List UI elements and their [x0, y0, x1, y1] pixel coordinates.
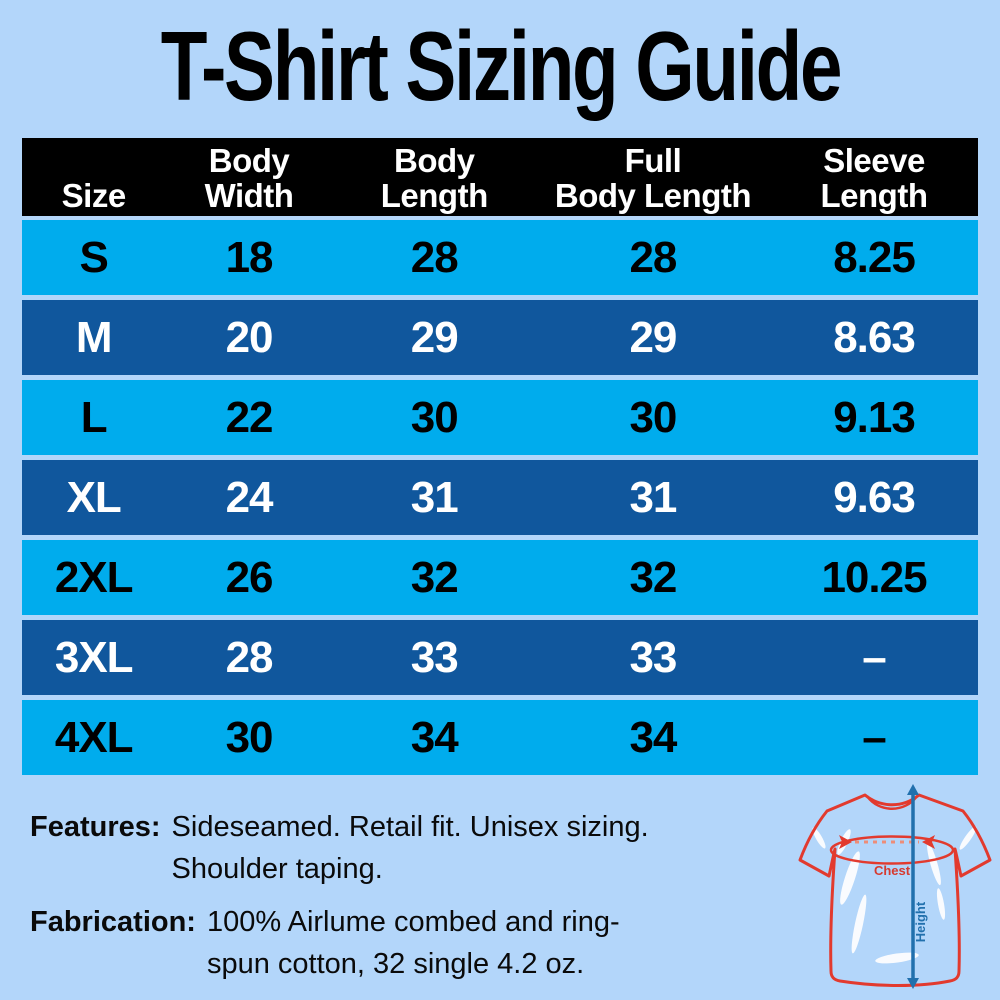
- sleeve-length-cell: 10.25: [821, 552, 927, 602]
- tshirt-measurement-diagram: Chest Height: [798, 784, 992, 989]
- header-sleeve-length-bottom: Length: [820, 176, 928, 214]
- size-cell: 4XL: [54, 712, 134, 762]
- size-cell: 2XL: [54, 552, 134, 602]
- body-width-cell: 22: [225, 392, 274, 442]
- header-body-width-bottom: Width: [204, 176, 294, 214]
- chest-arrow-left: [839, 835, 852, 849]
- sleeve-length-cell: 9.63: [833, 472, 916, 522]
- header-sleeve-length: Sleeve Length: [770, 135, 978, 220]
- table-row-2xl: 2XL 26 32 32 10.25: [22, 540, 978, 615]
- fabrication-line-1: 100% Airlume combed and ring-: [206, 906, 620, 938]
- table-row-m: M 20 29 29 8.63: [22, 300, 978, 375]
- body-width-cell: 30: [225, 712, 274, 762]
- full-body-length-cell: 29: [629, 312, 677, 362]
- features-label: Features:: [30, 811, 161, 843]
- header-size-bottom: Size: [61, 176, 127, 214]
- page-title-text: T-Shirt Sizing Guide: [160, 11, 842, 121]
- table-header-row: Size Body Width Body Length Full Body Le…: [22, 138, 978, 216]
- body-length-cell: 31: [410, 472, 459, 522]
- table-row-4xl: 4XL 30 34 34 –: [22, 700, 978, 775]
- full-body-length-cell: 33: [629, 632, 677, 682]
- size-cell: XL: [66, 472, 122, 522]
- sleeve-length-cell: 8.25: [833, 232, 916, 282]
- features-line-1: Sideseamed. Retail fit. Unisex sizing.: [171, 811, 649, 843]
- full-body-length-cell: 30: [629, 392, 677, 442]
- body-width-cell: 18: [225, 232, 274, 282]
- body-length-cell: 33: [410, 632, 459, 682]
- header-full-body-length: Full Body Length: [536, 135, 770, 220]
- chest-arrow-right: [922, 835, 935, 849]
- header-body-length-top: Body: [394, 141, 475, 179]
- size-cell: M: [75, 312, 113, 362]
- fabrication-text: 100% Airlume combed and ring- spun cotto…: [207, 901, 620, 985]
- height-label: Height: [913, 901, 928, 942]
- sizing-table: Size Body Width Body Length Full Body Le…: [22, 138, 978, 780]
- height-arrow-bottom: [907, 978, 919, 989]
- table-row-3xl: 3XL 28 33 33 –: [22, 620, 978, 695]
- header-body-width: Body Width: [165, 135, 332, 220]
- chest-label: Chest: [874, 863, 911, 878]
- sleeve-length-cell: 9.13: [833, 392, 916, 442]
- header-sleeve-length-top: Sleeve: [823, 141, 925, 179]
- header-body-length-bottom: Length: [380, 176, 488, 214]
- table-row-l: L 22 30 30 9.13: [22, 380, 978, 455]
- height-arrow-top: [907, 784, 919, 795]
- table-row-s: S 18 28 28 8.25: [22, 220, 978, 295]
- body-width-cell: 26: [225, 552, 274, 602]
- sleeve-length-cell: 8.63: [833, 312, 916, 362]
- sleeve-length-cell: –: [862, 712, 886, 762]
- body-length-cell: 30: [410, 392, 459, 442]
- features-block: Features: Sideseamed. Retail fit. Unisex…: [30, 806, 820, 890]
- fabrication-label: Fabrication:: [30, 906, 196, 938]
- features-text: Sideseamed. Retail fit. Unisex sizing. S…: [172, 806, 649, 890]
- header-size: Size: [22, 135, 165, 220]
- size-cell: 3XL: [54, 632, 134, 682]
- header-body-width-top: Body: [208, 141, 290, 179]
- table-row-xl: XL 24 31 31 9.63: [22, 460, 978, 535]
- full-body-length-cell: 31: [629, 472, 677, 522]
- body-length-cell: 34: [410, 712, 459, 762]
- fabrication-line-2: spun cotton, 32 single 4.2 oz.: [206, 948, 585, 980]
- body-length-cell: 29: [410, 312, 459, 362]
- full-body-length-cell: 28: [629, 232, 677, 282]
- sleeve-length-cell: –: [862, 632, 886, 682]
- body-width-cell: 24: [225, 472, 274, 522]
- body-width-cell: 28: [225, 632, 274, 682]
- footer-notes: Features: Sideseamed. Retail fit. Unisex…: [30, 806, 820, 996]
- full-body-length-cell: 34: [629, 712, 677, 762]
- body-length-cell: 32: [410, 552, 459, 602]
- size-cell: L: [80, 392, 108, 442]
- features-line-2: Shoulder taping.: [171, 853, 383, 885]
- header-body-length: Body Length: [333, 135, 536, 220]
- body-length-cell: 28: [410, 232, 459, 282]
- header-full-body-length-top: Full: [624, 141, 682, 179]
- size-cell: S: [79, 232, 109, 282]
- page-title: T-Shirt Sizing Guide: [0, 10, 1000, 123]
- collar-line: [865, 795, 919, 810]
- full-body-length-cell: 32: [629, 552, 677, 602]
- body-width-cell: 20: [225, 312, 274, 362]
- chest-measure-ellipse: [829, 835, 955, 865]
- fabrication-block: Fabrication: 100% Airlume combed and rin…: [30, 901, 820, 985]
- header-full-body-length-bottom: Body Length: [554, 176, 752, 214]
